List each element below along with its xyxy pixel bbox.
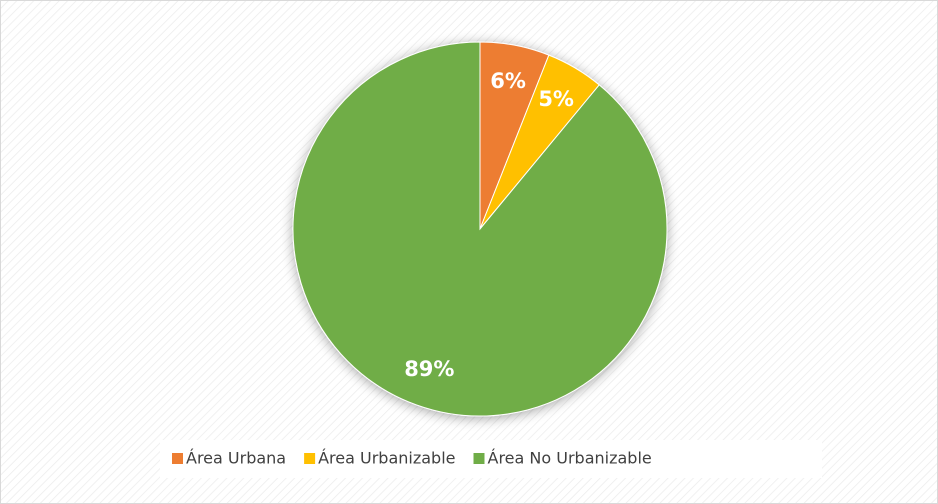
data-label: 6% — [490, 69, 526, 93]
data-label: 89% — [404, 357, 454, 381]
pie-slice — [292, 41, 668, 417]
pie — [292, 41, 668, 417]
legend-box — [160, 440, 822, 478]
legend-marker — [473, 453, 485, 464]
legend-label: Área Urbanizable — [318, 449, 455, 468]
legend-label: Área No Urbanizable — [488, 449, 652, 468]
legend-marker — [172, 453, 183, 464]
legend-marker — [304, 453, 316, 464]
legend-label: Área Urbana — [186, 449, 286, 468]
data-label: 5% — [538, 87, 574, 111]
